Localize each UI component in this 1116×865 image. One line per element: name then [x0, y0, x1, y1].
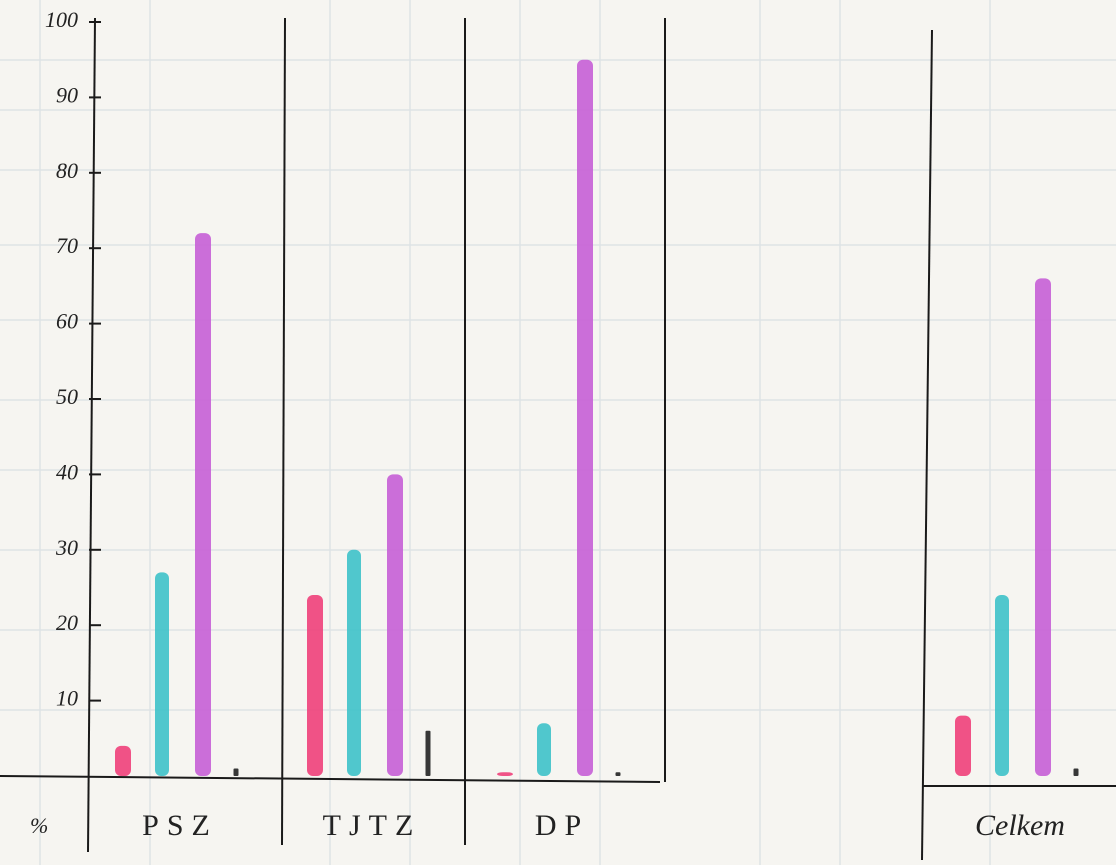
y-tick-label: 70 [56, 233, 78, 258]
x-tick-label: DP [535, 809, 589, 842]
y-tick-label: 30 [55, 535, 78, 560]
bar [387, 474, 403, 776]
x-tick-label: TJTZ [323, 809, 422, 842]
bar [195, 233, 211, 776]
bar [577, 59, 593, 776]
y-tick-label: 80 [56, 158, 78, 183]
y-axis [87, 17, 96, 853]
bar [497, 772, 513, 776]
bar [307, 595, 323, 776]
y-tick-label: 50 [56, 384, 78, 409]
bar [995, 595, 1009, 776]
bar [955, 715, 971, 776]
y-tick-label: 10 [56, 686, 78, 711]
x-tick-label: Celkem [975, 809, 1065, 842]
y-tick-label: 90 [56, 82, 78, 107]
bar [233, 768, 239, 776]
divider [921, 29, 933, 861]
bar [155, 572, 169, 776]
y-tick-label: 20 [56, 610, 78, 635]
x-tick-label: PSZ [142, 809, 218, 842]
y-label: % [30, 813, 48, 838]
y-tick-label: 40 [56, 459, 78, 484]
bar [1035, 278, 1051, 776]
y-tick-label: 100 [45, 7, 78, 32]
bar [1073, 768, 1079, 776]
bar [537, 723, 551, 776]
y-tick-label: 60 [56, 309, 78, 334]
bar [425, 730, 431, 776]
bar [615, 772, 621, 776]
bar [115, 745, 131, 776]
divider [281, 17, 286, 846]
bar [347, 549, 361, 776]
baseline [0, 775, 661, 783]
